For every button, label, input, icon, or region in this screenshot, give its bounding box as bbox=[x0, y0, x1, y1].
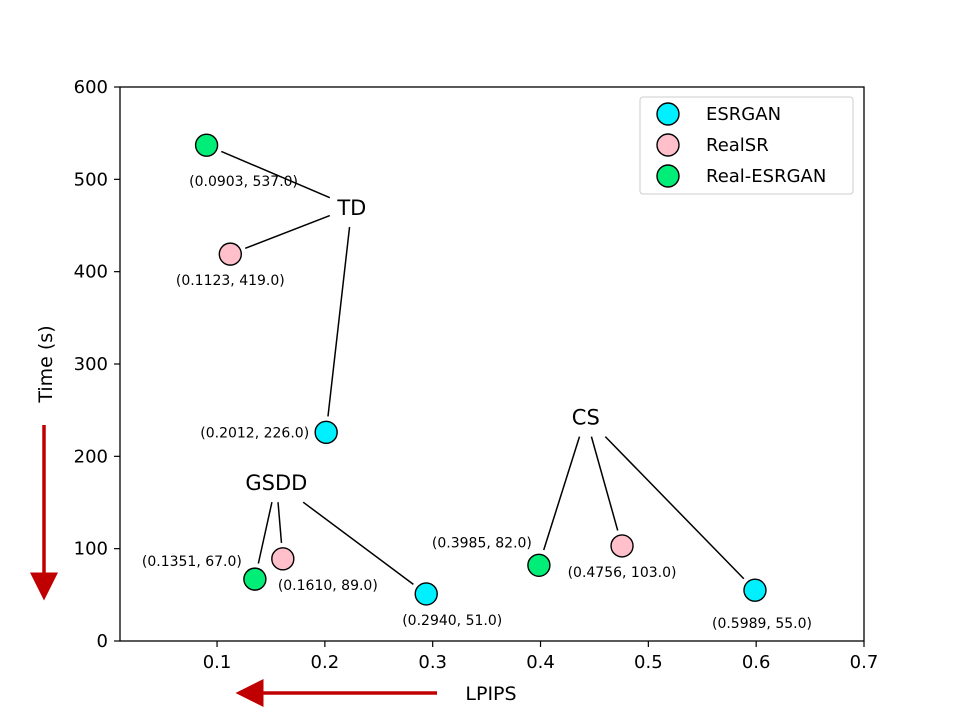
data-point-real-esrgan bbox=[194, 133, 219, 157]
data-point-realsr bbox=[271, 547, 295, 571]
legend-entry: RealSR bbox=[706, 135, 769, 156]
point-value-label: (0.2012, 226.0) bbox=[200, 425, 309, 441]
point-value-label: (0.4756, 103.0) bbox=[568, 565, 677, 581]
point-value-label: (0.1351, 67.0) bbox=[142, 554, 242, 570]
point-value-label: (0.3985, 82.0) bbox=[432, 535, 532, 551]
x-tick-label: 0.3 bbox=[418, 652, 447, 673]
point-labels: (0.2012, 226.0) (0.2940, 51.0) (0.5989, 55… bbox=[142, 174, 812, 632]
connector-line bbox=[277, 502, 283, 543]
y-tick-label: 0 bbox=[97, 631, 108, 652]
y-axis-ticks: 0 100 200 300 400 500 600 bbox=[74, 77, 120, 652]
y-tick-label: 200 bbox=[74, 446, 108, 467]
y-tick-label: 300 bbox=[74, 354, 108, 375]
legend-marker bbox=[656, 102, 680, 126]
connector-line bbox=[302, 501, 414, 585]
connector-line bbox=[590, 436, 619, 531]
y-tick-label: 600 bbox=[74, 77, 108, 98]
y-tick-label: 100 bbox=[74, 539, 108, 560]
group-label-td: TD bbox=[336, 196, 366, 220]
connector-line bbox=[604, 436, 745, 580]
data-point-realsr bbox=[218, 242, 243, 266]
legend-entry: Real-ESRGAN bbox=[706, 166, 826, 187]
data-point-realsr bbox=[610, 534, 634, 558]
group-connectors bbox=[221, 150, 745, 585]
point-value-label: (0.1123, 419.0) bbox=[176, 273, 285, 289]
x-tick-label: 0.2 bbox=[311, 652, 340, 673]
data-point-esrgan bbox=[743, 578, 767, 602]
legend-marker bbox=[656, 164, 680, 188]
point-value-label: (0.0903, 537.0) bbox=[189, 174, 298, 190]
x-axis-label: LPIPS bbox=[465, 683, 516, 705]
y-axis-label: Time (s) bbox=[35, 325, 57, 403]
group-label-gsdd: GSDD bbox=[245, 471, 307, 495]
data-point-esrgan bbox=[414, 582, 438, 606]
data-point-real-esrgan bbox=[527, 553, 551, 577]
group-labels: TD GSDD CS bbox=[245, 196, 599, 495]
connector-line bbox=[327, 226, 351, 417]
y-tick-label: 500 bbox=[74, 169, 108, 190]
data-point-esrgan bbox=[314, 420, 338, 445]
group-label-cs: CS bbox=[572, 406, 600, 430]
x-tick-label: 0.7 bbox=[850, 652, 879, 673]
legend: ESRGAN RealSR Real-ESRGAN bbox=[639, 96, 854, 195]
legend-box bbox=[639, 96, 854, 195]
connector-line bbox=[257, 502, 273, 564]
connector-line bbox=[543, 436, 581, 551]
x-tick-label: 0.4 bbox=[526, 652, 555, 673]
legend-entry: ESRGAN bbox=[706, 104, 781, 125]
data-points bbox=[194, 133, 767, 606]
point-value-label: (0.2940, 51.0) bbox=[402, 613, 502, 629]
x-axis-ticks: 0.1 0.2 0.3 0.4 0.5 0.6 0.7 bbox=[203, 641, 879, 673]
y-tick-label: 400 bbox=[74, 262, 108, 283]
point-value-label: (0.1610, 89.0) bbox=[278, 578, 378, 594]
x-tick-label: 0.1 bbox=[203, 652, 232, 673]
x-tick-label: 0.6 bbox=[742, 652, 771, 673]
data-point-real-esrgan bbox=[243, 567, 267, 591]
x-tick-label: 0.5 bbox=[634, 652, 663, 673]
connector-line bbox=[244, 214, 331, 250]
legend-marker bbox=[656, 133, 680, 157]
connector-line bbox=[221, 150, 331, 199]
point-value-label: (0.5989, 55.0) bbox=[712, 616, 812, 632]
